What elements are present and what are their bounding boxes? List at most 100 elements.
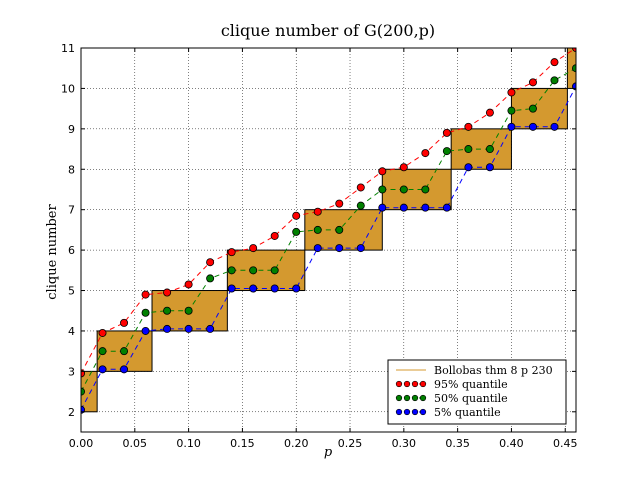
legend-label: Bollobas thm 8 p 230 xyxy=(434,364,553,377)
plot-content xyxy=(81,48,576,432)
data-point-q05 xyxy=(399,203,408,212)
data-point-q95 xyxy=(313,207,322,216)
legend-marker xyxy=(395,394,403,402)
y-tick-label: 9 xyxy=(68,123,75,136)
y-tick-label: 11 xyxy=(61,42,75,55)
y-tick-label: 4 xyxy=(68,325,75,338)
legend-marker xyxy=(395,408,403,416)
bollobas-band xyxy=(450,128,512,170)
x-tick-label: 0.35 xyxy=(445,437,470,450)
x-tick-label: 0.15 xyxy=(230,437,255,450)
data-point-q95 xyxy=(335,199,344,208)
x-tick-label: 0.25 xyxy=(338,437,363,450)
data-point-q05 xyxy=(292,284,301,293)
data-point-q50 xyxy=(141,308,150,317)
data-point-q95 xyxy=(98,328,107,337)
data-point-q95 xyxy=(163,288,172,297)
bollobas-band xyxy=(510,87,568,130)
y-tick-label: 5 xyxy=(68,285,75,298)
data-point-q50 xyxy=(98,347,107,356)
legend-marker xyxy=(411,408,419,416)
legend-marker xyxy=(411,380,419,388)
data-point-q50 xyxy=(421,185,430,194)
y-tick-label: 6 xyxy=(68,244,75,257)
axes-frame xyxy=(80,47,577,433)
data-point-q95 xyxy=(141,290,150,299)
data-point-q95 xyxy=(399,163,408,172)
data-point-q95 xyxy=(206,258,215,267)
data-point-q50 xyxy=(184,306,193,315)
data-point-q50 xyxy=(120,347,129,356)
bollobas-band xyxy=(226,249,306,292)
data-point-q95 xyxy=(270,231,279,240)
x-axis-label: p xyxy=(324,445,333,460)
legend-marker xyxy=(403,408,411,416)
data-point-q05 xyxy=(184,324,193,333)
data-point-q95 xyxy=(227,248,236,257)
data-point-q95 xyxy=(184,280,193,289)
data-point-q95 xyxy=(485,108,494,117)
x-tick-label: 0.00 xyxy=(69,437,94,450)
data-point-q50 xyxy=(335,225,344,234)
data-point-q50 xyxy=(550,76,559,85)
y-tick-label: 3 xyxy=(68,365,75,378)
data-point-q50 xyxy=(464,145,473,154)
chart-title: clique number of G(200,p) xyxy=(221,21,435,40)
data-point-q05 xyxy=(356,244,365,253)
y-tick-label: 2 xyxy=(68,406,75,419)
data-point-q95 xyxy=(550,58,559,67)
x-tick-label: 0.30 xyxy=(392,437,417,450)
data-point-q05 xyxy=(227,284,236,293)
data-point-q05 xyxy=(141,326,150,335)
data-point-q50 xyxy=(399,185,408,194)
data-point-q50 xyxy=(313,225,322,234)
legend-marker xyxy=(419,394,427,402)
plot-area: 0.00 0.05 0.10 0.15 0.20 0.25 0.30 0.35 0.40 0.45… xyxy=(61,42,578,450)
data-point-q05 xyxy=(550,122,559,131)
legend-marker xyxy=(419,408,427,416)
data-point-q05 xyxy=(163,324,172,333)
data-point-q05 xyxy=(120,365,129,374)
legend-marker xyxy=(395,380,403,388)
x-tick-label: 0.40 xyxy=(499,437,524,450)
data-point-q95 xyxy=(249,244,258,253)
legend-label: 50% quantile xyxy=(434,392,508,405)
data-point-q05 xyxy=(313,244,322,253)
legend-marker xyxy=(403,394,411,402)
data-point-q05 xyxy=(335,244,344,253)
y-tick-label: 10 xyxy=(61,82,75,95)
data-point-q50 xyxy=(572,64,576,73)
data-point-q50 xyxy=(378,185,387,194)
data-point-q95 xyxy=(292,211,301,220)
data-point-q50 xyxy=(292,227,301,236)
data-point-q05 xyxy=(464,163,473,172)
data-point-q95 xyxy=(356,183,365,192)
data-point-q05 xyxy=(249,284,258,293)
data-point-q05 xyxy=(528,122,537,131)
data-point-q50 xyxy=(442,147,451,156)
data-point-q95 xyxy=(378,167,387,176)
data-point-q50 xyxy=(163,306,172,315)
data-point-q05 xyxy=(206,324,215,333)
data-point-q95 xyxy=(421,149,430,158)
data-point-q05 xyxy=(442,203,451,212)
data-point-q05 xyxy=(378,203,387,212)
legend-marker xyxy=(419,380,427,388)
x-tick-label: 0.45 xyxy=(553,437,578,450)
data-point-q50 xyxy=(227,266,236,275)
data-point-q05 xyxy=(485,163,494,172)
data-point-q05 xyxy=(270,284,279,293)
data-point-q95 xyxy=(120,318,129,327)
data-point-q05 xyxy=(98,365,107,374)
legend-marker xyxy=(411,394,419,402)
data-point-q05 xyxy=(421,203,430,212)
data-point-q95 xyxy=(528,78,537,87)
y-tick-label: 7 xyxy=(68,204,75,217)
x-tick-label: 0.05 xyxy=(123,437,148,450)
x-tick-label: 0.10 xyxy=(176,437,201,450)
data-point-q05 xyxy=(507,122,516,131)
data-point-q50 xyxy=(356,201,365,210)
y-axis-label: clique number xyxy=(45,204,60,300)
data-point-q95 xyxy=(442,128,451,137)
